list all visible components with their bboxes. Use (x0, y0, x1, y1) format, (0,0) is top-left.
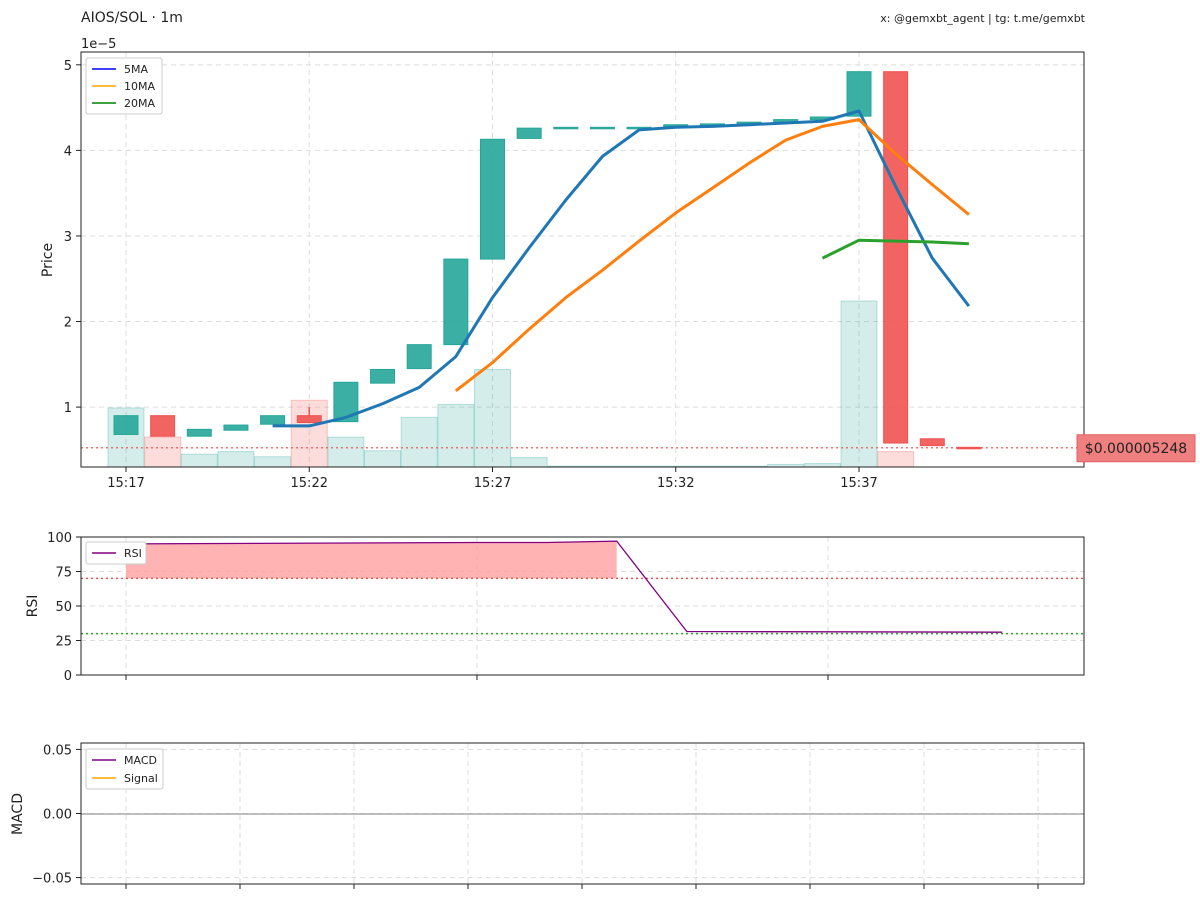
credit-text: x: @gemxbt_agent | tg: t.me/gemxbt (880, 12, 1085, 25)
candle (553, 126, 579, 130)
price-y-tick-label: 2 (64, 316, 72, 331)
price-y-tick-label: 5 (64, 59, 72, 74)
last-price-box (1076, 434, 1196, 463)
last-price-badge: $0.000005248 (1076, 434, 1196, 463)
legend-rsi-label: RSI (124, 547, 142, 560)
volume-bar (217, 451, 255, 468)
price-x-tick-label: 15:22 (291, 476, 328, 491)
rsi-y-tick-label: 25 (55, 635, 72, 650)
price-legend-box (85, 57, 163, 115)
price-plot-area (81, 52, 1084, 467)
candle (443, 258, 469, 346)
volume-bar (180, 453, 218, 468)
volume-bar (877, 451, 915, 468)
legend-10ma-label: 10MA (124, 80, 155, 93)
candle (406, 344, 432, 370)
candle (516, 127, 542, 139)
price-x-tick-label: 15:27 (474, 476, 511, 491)
last-price-text: $0.000005248 (1085, 441, 1187, 457)
volume-bar (400, 416, 438, 468)
macd-panel: 0.05 0.00 −0.05 MACD MACD Signal (10, 742, 1085, 889)
candle (113, 415, 139, 435)
volume-bar (510, 457, 548, 468)
volume-bar (144, 436, 182, 468)
rsi-panel: 0 25 50 75 100 RSI RSI (25, 531, 1085, 684)
macd-y-ticks: 0.05 0.00 −0.05 (32, 743, 81, 887)
candle (846, 71, 872, 117)
candle (589, 126, 615, 130)
candle (919, 438, 945, 447)
rsi-x-ticks (125, 675, 829, 680)
macd-y-label: MACD (10, 793, 26, 835)
candle (296, 415, 322, 424)
price-x-tick-label: 15:17 (107, 476, 144, 491)
price-y-ticks: 1 2 3 4 5 (64, 59, 81, 416)
macd-x-ticks (125, 884, 1039, 889)
rsi-levels (81, 577, 1084, 635)
candle (223, 424, 249, 431)
rsi-y-label: RSI (25, 595, 41, 618)
volume-bar (474, 368, 511, 468)
price-y-tick-label: 4 (64, 144, 72, 159)
macd-y-tick-label: −0.05 (32, 872, 72, 887)
moving-averages (272, 109, 971, 428)
volume-bar (364, 450, 402, 468)
price-legend: 5MA 10MA 20MA (85, 57, 163, 115)
candle (186, 428, 212, 437)
rsi-y-tick-label: 75 (55, 566, 72, 581)
volume-bar (437, 404, 475, 468)
chart-title: AIOS/SOL · 1m (81, 10, 183, 26)
price-y-tick-label: 3 (64, 230, 72, 245)
macd-y-tick-label: 0.05 (43, 743, 72, 758)
price-y-tick-label: 1 (64, 401, 72, 416)
rsi-y-tick-label: 100 (47, 531, 72, 546)
legend-5ma-label: 5MA (124, 63, 148, 76)
legend-20ma-label: 20MA (124, 97, 155, 110)
rsi-y-ticks: 0 25 50 75 100 (47, 531, 81, 684)
candle (150, 415, 176, 437)
volume-bars (107, 300, 915, 468)
rsi-line (125, 540, 1003, 633)
candle (480, 138, 505, 260)
ma-line-20ma (821, 238, 969, 260)
candles (113, 71, 982, 450)
price-frame (80, 51, 1085, 468)
legend-macd-label: MACD (124, 754, 157, 767)
volume-bar (327, 436, 365, 468)
price-y-label: Price (40, 243, 56, 277)
price-x-ticks: 15:17 15:22 15:27 15:32 15:37 (107, 467, 878, 491)
rsi-overbought-fill (126, 541, 617, 579)
price-y-exponent: 1e−5 (81, 37, 116, 52)
candle (883, 71, 909, 444)
volume-bar (254, 456, 292, 468)
macd-legend: MACD Signal (85, 748, 164, 790)
rsi-legend: RSI (85, 541, 147, 565)
volume-bar (803, 463, 841, 468)
price-x-tick-label: 15:37 (840, 476, 877, 491)
rsi-overbought-area (126, 541, 617, 579)
macd-y-tick-label: 0.00 (43, 808, 72, 823)
macd-legend-box (85, 748, 164, 790)
candle (370, 368, 396, 384)
candle (260, 415, 286, 425)
rsi-y-tick-label: 0 (64, 669, 72, 684)
ma-line-5ma (272, 109, 971, 428)
price-x-tick-label: 15:32 (657, 476, 694, 491)
volume-bar (840, 300, 878, 468)
price-panel: 1 2 3 4 5 15:17 15:22 15:27 15:32 15:37 1e−5 Pri… (40, 37, 1196, 491)
ma-line-10ma (454, 118, 970, 392)
legend-signal-label: Signal (124, 772, 158, 785)
rsi-y-tick-label: 50 (55, 600, 72, 615)
macd-grid (81, 743, 1084, 884)
rsi-series-line (125, 540, 1003, 633)
